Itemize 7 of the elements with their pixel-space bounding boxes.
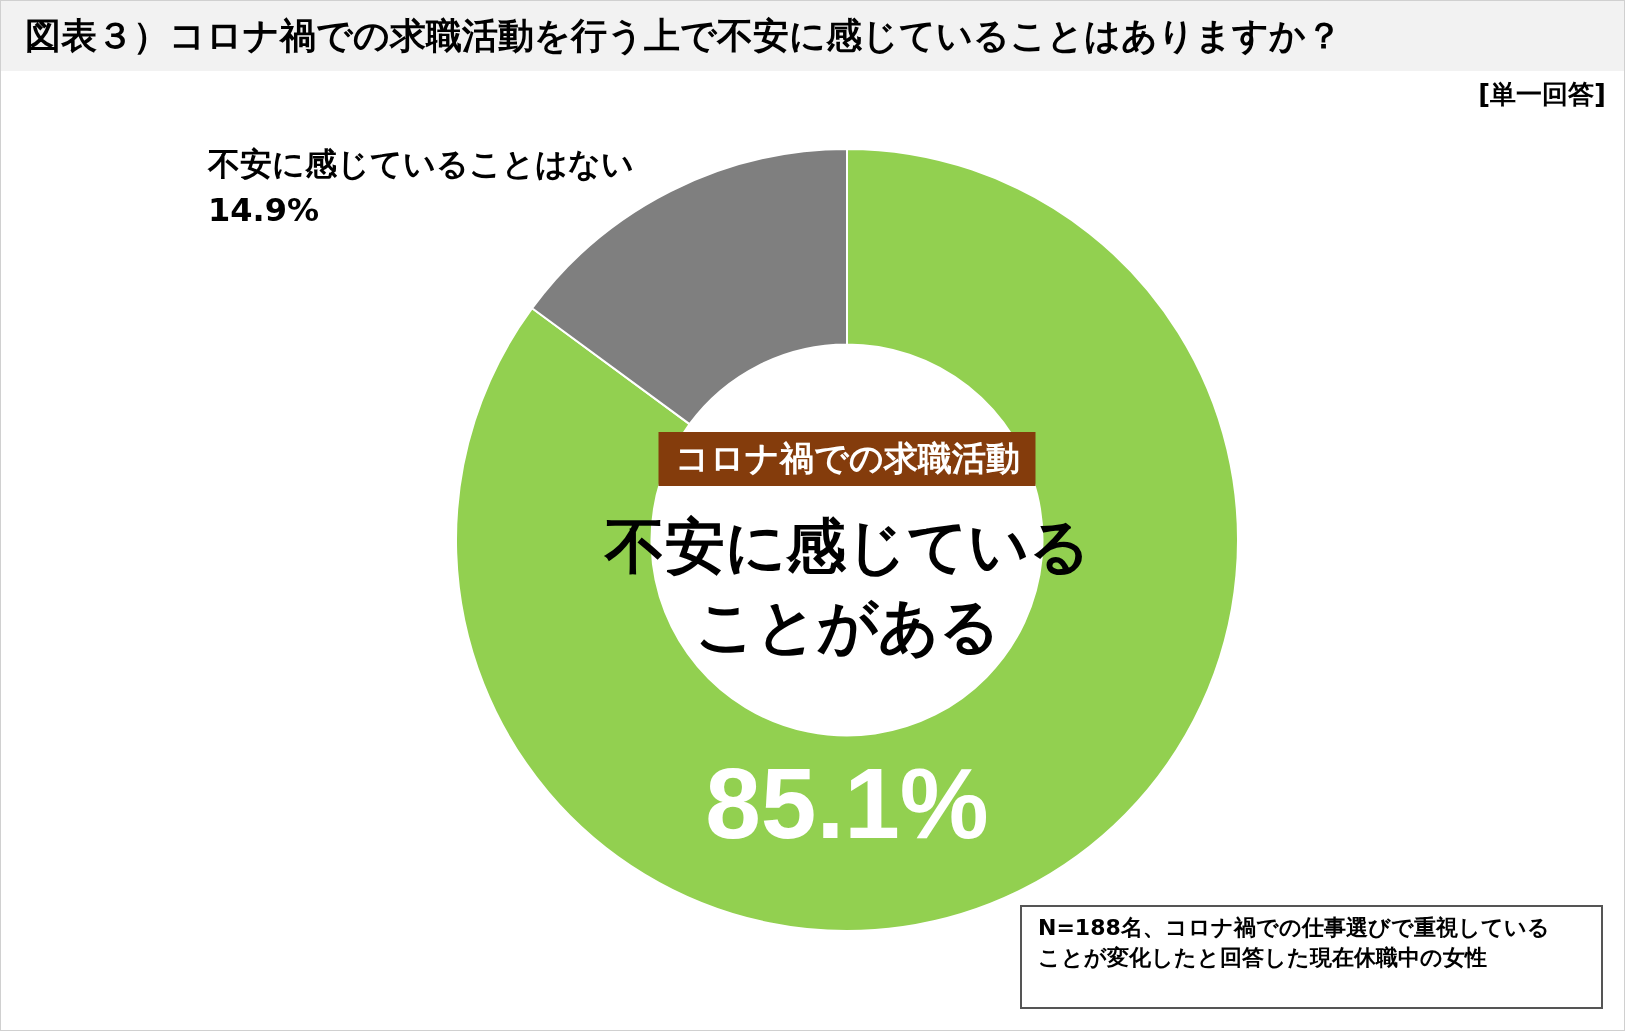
text: コロナ禍での求職活動	[658, 432, 1036, 486]
data-label: 85.1%	[704, 746, 990, 861]
chart-title: 図表３）コロナ禍での求職活動を行う上で不安に感じていることはありますか？	[1, 1, 1624, 71]
text: N=188名、コロナ禍での仕事選びで重視していることが変化したと回答した現在休職中の女性	[1020, 905, 1603, 1009]
data-label: 14.9%	[208, 191, 320, 229]
text: [単一回答]	[1478, 78, 1606, 111]
slice-label: 不安に感じていることはない	[208, 145, 634, 183]
